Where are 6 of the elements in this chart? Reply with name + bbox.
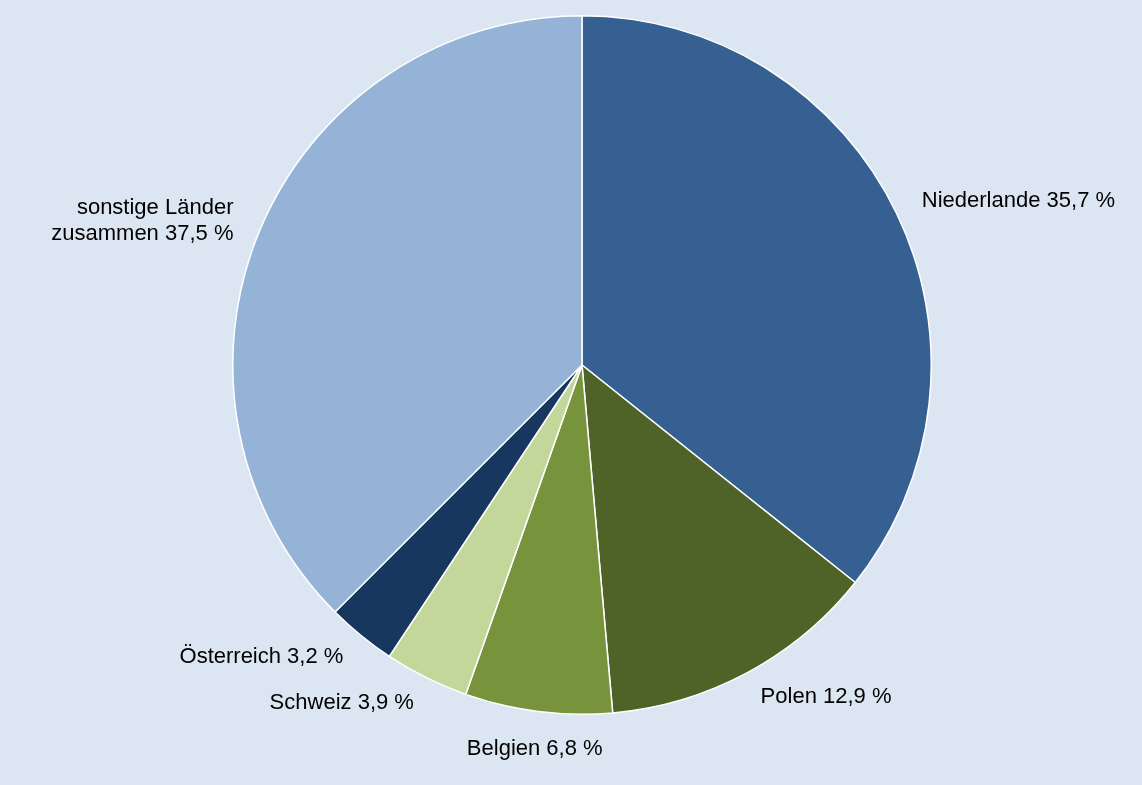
slice-label: sonstige Länder zusammen 37,5 % xyxy=(51,193,234,245)
slice-label: Belgien 6,8 % xyxy=(466,735,603,761)
slice-label: Schweiz 3,9 % xyxy=(269,688,414,714)
slice-label: Österreich 3,2 % xyxy=(179,643,344,669)
slice-label: Polen 12,9 % xyxy=(760,683,892,709)
slice-label: Niederlande 35,7 % xyxy=(921,187,1116,213)
